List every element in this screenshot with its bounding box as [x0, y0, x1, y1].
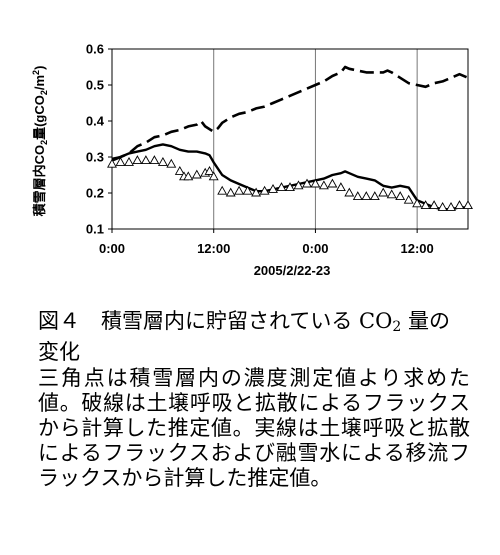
data-point-triangle	[310, 178, 321, 188]
data-point-triangle	[403, 194, 414, 204]
x-tick-label: 12:00	[401, 241, 434, 256]
data-point-triangle	[454, 200, 465, 210]
x-axis-label: 2005/2/22-23	[254, 263, 331, 278]
series-layer	[107, 65, 473, 211]
data-point-triangle	[352, 191, 363, 201]
data-point-triangle	[225, 187, 236, 197]
data-point-triangle	[446, 201, 456, 211]
data-point-triangle	[204, 165, 215, 175]
data-point-triangle	[124, 156, 134, 166]
x-tick-label: 0:00	[302, 241, 328, 256]
data-point-triangle	[429, 200, 440, 210]
grid-lines	[213, 49, 418, 229]
caption-title-subscript: 2	[392, 319, 402, 335]
data-point-triangle	[259, 185, 270, 195]
series-triangles	[107, 155, 473, 211]
data-point-triangle	[327, 178, 338, 188]
data-point-triangle	[463, 200, 473, 210]
chart: 0.1 0.2 0.3 0.4 0.5 0.6 0:00 12:00 0:00 12:00 積雪層…	[31, 42, 473, 278]
y-tick-label: 0.3	[86, 150, 104, 165]
y-tick-label: 0.2	[86, 186, 104, 201]
data-point-triangle	[115, 156, 126, 166]
data-point-triangle	[174, 165, 185, 175]
caption-title-prefix: 図４ 積雪層内に貯留されている	[38, 309, 360, 333]
data-point-triangle	[107, 158, 117, 168]
caption-title: 図４ 積雪層内に貯留されている CO2 量の変化	[38, 309, 470, 365]
data-point-triangle	[361, 191, 372, 201]
y-tick-label: 0.6	[86, 42, 104, 57]
data-point-triangle	[183, 171, 194, 181]
data-point-triangle	[395, 191, 406, 201]
data-point-triangle	[378, 187, 389, 197]
data-point-triangle	[268, 183, 278, 193]
data-point-triangle	[166, 158, 177, 168]
x-tick-label: 0:00	[99, 241, 125, 256]
figure-caption: 図４ 積雪層内に貯留されている CO2 量の変化 三角点は積雪層内の濃度測定値よ…	[38, 309, 470, 491]
data-point-triangle	[412, 198, 423, 208]
caption-title-suffix: 量の変化	[38, 309, 450, 364]
data-point-triangle	[369, 191, 380, 201]
data-point-triangle	[217, 185, 228, 195]
caption-body: 三角点は積雪層内の濃度測定値より求めた値。破線は土壌呼吸と拡散によるフラックスか…	[38, 366, 470, 490]
data-point-triangle	[335, 182, 346, 192]
data-point-triangle	[140, 155, 151, 165]
axis-ticks: 0.1 0.2 0.3 0.4 0.5 0.6 0:00 12:00 0:00 12:00	[86, 42, 434, 257]
data-point-triangle	[157, 156, 168, 166]
data-point-triangle	[386, 189, 397, 199]
data-point-triangle	[132, 155, 143, 165]
data-point-triangle	[318, 180, 329, 190]
plot-area-frame	[111, 48, 469, 230]
data-point-triangle	[344, 187, 355, 197]
data-point-triangle	[191, 169, 202, 179]
y-tick-label: 0.1	[86, 222, 104, 237]
series-line-dashed	[111, 65, 469, 162]
data-point-triangle	[437, 201, 448, 211]
data-point-triangle	[251, 187, 262, 197]
data-point-triangle	[302, 178, 312, 188]
series-line-solid	[111, 143, 468, 211]
data-point-triangle	[208, 171, 219, 181]
y-tick-label: 0.5	[86, 78, 104, 93]
y-axis-label: 積雪層内CO2量(gCO2/m2)	[31, 66, 49, 218]
data-point-triangle	[293, 180, 304, 190]
y-tick-label: 0.4	[86, 114, 105, 129]
data-point-triangle	[242, 185, 253, 195]
data-point-triangle	[420, 200, 431, 210]
data-point-triangle	[149, 155, 160, 165]
caption-title-chem: CO	[359, 309, 393, 333]
data-point-triangle	[276, 182, 287, 192]
data-point-triangle	[234, 185, 245, 195]
x-tick-label: 12:00	[197, 241, 230, 256]
data-point-triangle	[285, 182, 295, 192]
